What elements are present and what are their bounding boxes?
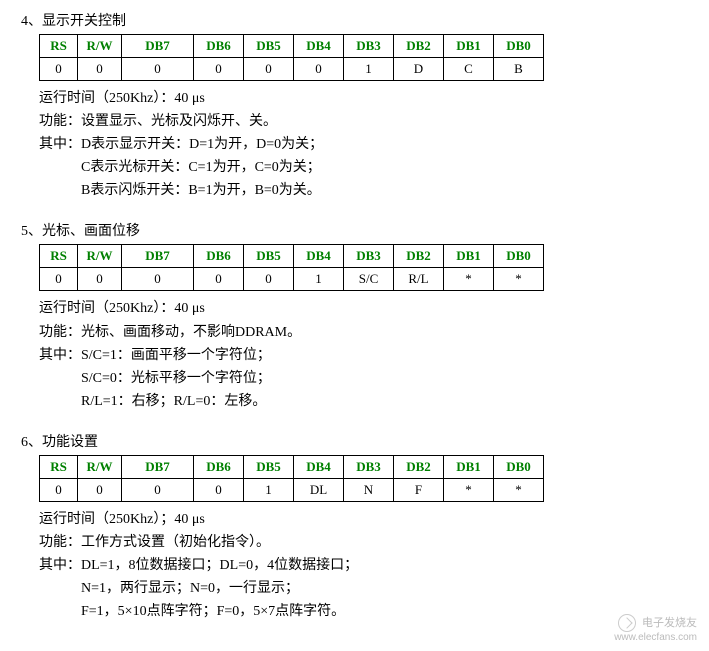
table-data-row: 0 0 0 0 0 1 S/C R/L * *: [40, 268, 544, 291]
td-db2: R/L: [394, 268, 444, 291]
table-data-row: 0 0 0 0 0 0 1 D C B: [40, 58, 544, 81]
th-db1: DB1: [444, 245, 494, 268]
detail-6-1: N=1，两行显示；N=0，一行显示；: [15, 577, 694, 600]
th-db7: DB7: [122, 245, 194, 268]
th-db3: DB3: [344, 245, 394, 268]
section-4-table: RS R/W DB7 DB6 DB5 DB4 DB3 DB2 DB1 DB0 0…: [39, 34, 544, 81]
td-db6: 0: [194, 58, 244, 81]
td-rs: 0: [40, 478, 78, 501]
th-db0: DB0: [494, 455, 544, 478]
td-db5: 0: [244, 268, 294, 291]
func-6: 功能：工作方式设置（初始化指令）。: [15, 531, 694, 554]
th-db4: DB4: [294, 455, 344, 478]
table-header-row: RS R/W DB7 DB6 DB5 DB4 DB3 DB2 DB1 DB0: [40, 245, 544, 268]
watermark-logo-icon: [618, 614, 636, 632]
td-db7: 0: [122, 268, 194, 291]
td-db0: *: [494, 268, 544, 291]
section-6: 6、功能设置 RS R/W DB7 DB6 DB5 DB4 DB3 DB2 DB…: [15, 431, 694, 623]
td-rw: 0: [78, 478, 122, 501]
table-header-row: RS R/W DB7 DB6 DB5 DB4 DB3 DB2 DB1 DB0: [40, 455, 544, 478]
td-db3: 1: [344, 58, 394, 81]
section-6-title: 6、功能设置: [15, 431, 694, 451]
td-db6: 0: [194, 268, 244, 291]
th-db0: DB0: [494, 245, 544, 268]
detail-5-2: R/L=1：右移；R/L=0：左移。: [15, 390, 694, 413]
runtime-4: 运行时间（250Khz）：40 μs: [15, 87, 694, 110]
th-db2: DB2: [394, 245, 444, 268]
th-db3: DB3: [344, 455, 394, 478]
th-db5: DB5: [244, 35, 294, 58]
detail-6-2: F=1，5×10点阵字符；F=0，5×7点阵字符。: [15, 600, 694, 623]
td-db4: DL: [294, 478, 344, 501]
th-db5: DB5: [244, 245, 294, 268]
td-db6: 0: [194, 478, 244, 501]
td-db3: N: [344, 478, 394, 501]
td-db0: B: [494, 58, 544, 81]
th-db1: DB1: [444, 455, 494, 478]
td-db1: *: [444, 478, 494, 501]
section-5-table: RS R/W DB7 DB6 DB5 DB4 DB3 DB2 DB1 DB0 0…: [39, 244, 544, 291]
section-4: 4、显示开关控制 RS R/W DB7 DB6 DB5 DB4 DB3 DB2 …: [15, 10, 694, 202]
detail-6-0: 其中：DL=1，8位数据接口；DL=0，4位数据接口；: [15, 554, 694, 577]
th-rs: RS: [40, 245, 78, 268]
watermark-cn: 电子发烧友: [642, 617, 697, 629]
td-db7: 0: [122, 478, 194, 501]
th-db6: DB6: [194, 455, 244, 478]
td-rw: 0: [78, 58, 122, 81]
section-5: 5、光标、画面位移 RS R/W DB7 DB6 DB5 DB4 DB3 DB2…: [15, 220, 694, 412]
td-rw: 0: [78, 268, 122, 291]
table-header-row: RS R/W DB7 DB6 DB5 DB4 DB3 DB2 DB1 DB0: [40, 35, 544, 58]
th-rw: R/W: [78, 455, 122, 478]
td-db4: 1: [294, 268, 344, 291]
detail-5-0: 其中：S/C=1：画面平移一个字符位；: [15, 344, 694, 367]
td-db5: 1: [244, 478, 294, 501]
detail-5-1: S/C=0：光标平移一个字符位；: [15, 367, 694, 390]
td-db3: S/C: [344, 268, 394, 291]
th-db1: DB1: [444, 35, 494, 58]
th-rs: RS: [40, 455, 78, 478]
th-db7: DB7: [122, 455, 194, 478]
func-5: 功能：光标、画面移动，不影响DDRAM。: [15, 321, 694, 344]
th-db2: DB2: [394, 455, 444, 478]
section-4-title: 4、显示开关控制: [15, 10, 694, 30]
td-rs: 0: [40, 58, 78, 81]
watermark: 电子发烧友 www.elecfans.com: [614, 614, 697, 643]
detail-4-1: C表示光标开关：C=1为开，C=0为关；: [15, 156, 694, 179]
table-data-row: 0 0 0 0 1 DL N F * *: [40, 478, 544, 501]
td-db5: 0: [244, 58, 294, 81]
td-db4: 0: [294, 58, 344, 81]
th-rw: R/W: [78, 35, 122, 58]
td-db1: *: [444, 268, 494, 291]
detail-4-2: B表示闪烁开关：B=1为开，B=0为关。: [15, 179, 694, 202]
detail-4-0: 其中：D表示显示开关：D=1为开，D=0为关；: [15, 133, 694, 156]
td-db2: D: [394, 58, 444, 81]
th-db4: DB4: [294, 35, 344, 58]
th-rw: R/W: [78, 245, 122, 268]
runtime-6: 运行时间（250Khz）；40 μs: [15, 508, 694, 531]
td-db7: 0: [122, 58, 194, 81]
func-4: 功能：设置显示、光标及闪烁开、关。: [15, 110, 694, 133]
th-db3: DB3: [344, 35, 394, 58]
runtime-5: 运行时间（250Khz）：40 μs: [15, 297, 694, 320]
th-db4: DB4: [294, 245, 344, 268]
td-rs: 0: [40, 268, 78, 291]
th-rs: RS: [40, 35, 78, 58]
td-db0: *: [494, 478, 544, 501]
td-db1: C: [444, 58, 494, 81]
td-db2: F: [394, 478, 444, 501]
th-db7: DB7: [122, 35, 194, 58]
th-db6: DB6: [194, 245, 244, 268]
th-db0: DB0: [494, 35, 544, 58]
watermark-url: www.elecfans.com: [614, 632, 697, 643]
th-db5: DB5: [244, 455, 294, 478]
th-db6: DB6: [194, 35, 244, 58]
section-5-title: 5、光标、画面位移: [15, 220, 694, 240]
th-db2: DB2: [394, 35, 444, 58]
section-6-table: RS R/W DB7 DB6 DB5 DB4 DB3 DB2 DB1 DB0 0…: [39, 455, 544, 502]
